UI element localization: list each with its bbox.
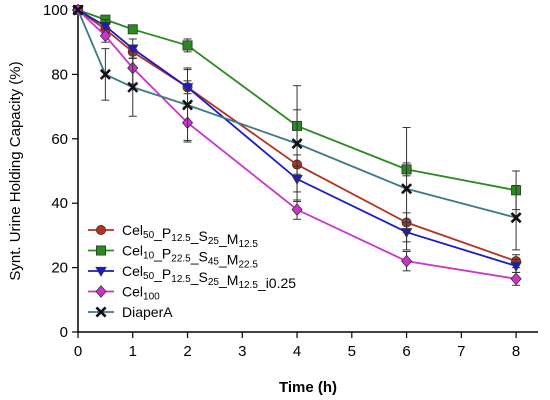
series-5 bbox=[72, 4, 522, 251]
data-point bbox=[510, 261, 522, 272]
x-tick-label: 5 bbox=[348, 343, 356, 360]
data-point bbox=[510, 272, 522, 286]
legend-marker bbox=[96, 245, 107, 256]
data-point bbox=[127, 24, 138, 35]
legend-marker bbox=[95, 266, 107, 277]
data-point bbox=[291, 203, 303, 216]
x-marker-stroke bbox=[510, 212, 522, 224]
y-tick-label: 100 bbox=[43, 2, 68, 19]
legend-label: Cel50_P12.5_S25_M12.5 bbox=[122, 222, 258, 250]
data-point bbox=[99, 22, 112, 32]
legend-entry-4: Cel100 bbox=[88, 284, 160, 303]
data-point bbox=[182, 99, 194, 111]
y-tick-label: 0 bbox=[60, 324, 68, 341]
legend-entry-1: Cel50_P12.5_S25_M12.5 bbox=[88, 222, 258, 250]
series-layer bbox=[72, 3, 522, 286]
data-point bbox=[127, 44, 139, 55]
x-tick-label: 1 bbox=[129, 343, 137, 360]
legend-entry-2: Cel10_P22.5_S45_M22.5 bbox=[88, 243, 258, 271]
legend-entry-5: DiaperA bbox=[88, 304, 173, 320]
x-tick-label: 3 bbox=[238, 343, 246, 360]
y-tick-label: 60 bbox=[51, 131, 68, 148]
y-tick-label: 40 bbox=[51, 195, 68, 212]
data-point bbox=[510, 212, 522, 224]
data-point bbox=[291, 138, 303, 150]
x-axis-title: Time (h) bbox=[279, 379, 337, 396]
x-marker-stroke bbox=[95, 306, 107, 318]
data-point bbox=[127, 81, 139, 93]
y-tick-label: 20 bbox=[51, 260, 68, 277]
legend-marker bbox=[95, 285, 107, 298]
y-tick-label: 80 bbox=[51, 66, 68, 83]
x-marker-stroke bbox=[72, 4, 84, 16]
legend-marker bbox=[96, 224, 107, 235]
x-marker-stroke bbox=[99, 68, 111, 80]
data-point bbox=[400, 254, 413, 268]
x-tick-label: 4 bbox=[293, 343, 301, 360]
data-point bbox=[99, 68, 111, 80]
data-point bbox=[182, 40, 193, 51]
legend: Cel50_P12.5_S25_M12.5Cel10_P22.5_S45_M22… bbox=[88, 222, 296, 320]
legend-entry-3: Cel50_P12.5_S25_M12.5_i0.25 bbox=[88, 263, 296, 291]
x-marker-stroke bbox=[291, 138, 303, 150]
x-marker-stroke bbox=[182, 99, 194, 111]
x-tick-label: 7 bbox=[457, 343, 465, 360]
legend-label: Cel50_P12.5_S25_M12.5_i0.25 bbox=[122, 263, 296, 291]
x-tick-label: 2 bbox=[183, 343, 191, 360]
x-marker-stroke bbox=[401, 183, 413, 195]
legend-marker bbox=[95, 306, 107, 318]
legend-label: Cel100 bbox=[122, 284, 160, 303]
data-point bbox=[99, 29, 111, 43]
y-axis-title: Synt. Urine Holding Capacity (%) bbox=[7, 61, 24, 280]
x-tick-label: 6 bbox=[402, 343, 410, 360]
x-marker-stroke bbox=[127, 81, 139, 93]
data-point bbox=[72, 4, 84, 16]
x-tick-label: 8 bbox=[512, 343, 520, 360]
data-point bbox=[401, 183, 413, 195]
legend-label: Cel10_P22.5_S45_M22.5 bbox=[122, 243, 258, 271]
x-tick-label: 0 bbox=[74, 343, 82, 360]
legend-label: DiaperA bbox=[122, 304, 173, 320]
